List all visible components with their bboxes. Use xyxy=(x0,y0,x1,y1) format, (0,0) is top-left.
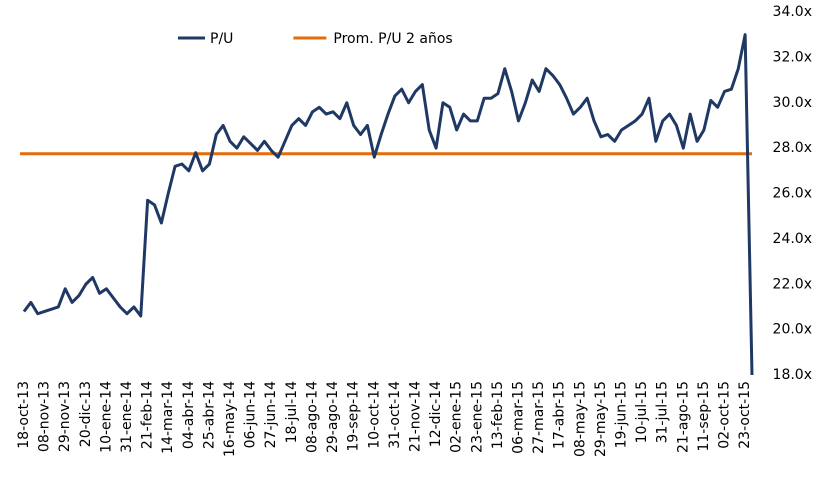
x-tick-label: 23-ene-15 xyxy=(469,381,485,453)
x-tick-label: 21-feb-14 xyxy=(140,381,156,449)
x-tick-label: 10-ene-14 xyxy=(98,381,114,453)
y-tick-label: 30.0x xyxy=(773,95,812,111)
line-series xyxy=(22,33,754,376)
x-tick-label: 31-jul-15 xyxy=(655,381,671,443)
x-tick-label: 08-may-15 xyxy=(572,381,588,457)
legend-label: Prom. P/U 2 años xyxy=(333,31,452,47)
x-tick-label: 29-nov-13 xyxy=(57,381,73,452)
x-tick-label: 12-dic-14 xyxy=(428,381,444,447)
x-tick-label: 20-dic-13 xyxy=(78,381,94,447)
x-tick-label: 25-abr-14 xyxy=(201,381,217,449)
y-tick-label: 18.0x xyxy=(773,367,812,383)
x-tick-label: 13-feb-15 xyxy=(490,381,506,449)
x-tick-label: 19-sep-14 xyxy=(346,381,362,452)
x-tick-label: 19-jun-15 xyxy=(614,381,630,448)
x-tick-label: 27-mar-15 xyxy=(531,381,547,454)
y-tick-label: 20.0x xyxy=(773,322,812,338)
y-tick-label: 24.0x xyxy=(773,231,812,247)
x-tick-label: 08-nov-13 xyxy=(37,381,53,452)
x-tick-label: 18-jul-14 xyxy=(284,381,300,443)
y-tick-label: 26.0x xyxy=(773,186,812,202)
y-tick-label: 22.0x xyxy=(773,276,812,292)
x-tick-label: 11-sep-15 xyxy=(696,381,712,452)
x-tick-label: 08-ago-14 xyxy=(304,381,320,453)
x-tick-label: 14-mar-14 xyxy=(160,381,176,454)
y-tick-label: 32.0x xyxy=(773,49,812,65)
x-tick-label: 06-mar-15 xyxy=(510,381,526,454)
x-tick-label: 23-oct-15 xyxy=(737,381,753,449)
y-tick-label: 34.0x xyxy=(773,4,812,20)
y-tick-label: 28.0x xyxy=(773,140,812,156)
x-tick-label: 27-jun-14 xyxy=(263,381,279,448)
x-tick-label: 18-oct-13 xyxy=(16,381,32,449)
x-tick-label: 21-ago-15 xyxy=(675,381,691,453)
x-tick-label: 29-ago-14 xyxy=(325,381,341,453)
x-tick-label: 02-oct-15 xyxy=(717,381,733,449)
x-tick-label: 21-nov-14 xyxy=(407,381,423,452)
x-tick-label: 02-ene-15 xyxy=(449,381,465,453)
x-tick-label: 16-may-14 xyxy=(222,381,238,457)
x-tick-label: 10-jul-15 xyxy=(634,381,650,443)
x-tick-label: 31-oct-14 xyxy=(387,381,403,449)
x-tick-label: 17-abr-15 xyxy=(552,381,568,449)
x-tick-label: 31-ene-14 xyxy=(119,381,135,453)
x-tick-label: 29-may-15 xyxy=(593,381,609,457)
x-tick-label: 10-oct-14 xyxy=(366,381,382,449)
x-tick-label: 06-jun-14 xyxy=(243,381,259,448)
x-tick-label: 04-abr-14 xyxy=(181,381,197,449)
legend-label: P/U xyxy=(210,31,233,47)
